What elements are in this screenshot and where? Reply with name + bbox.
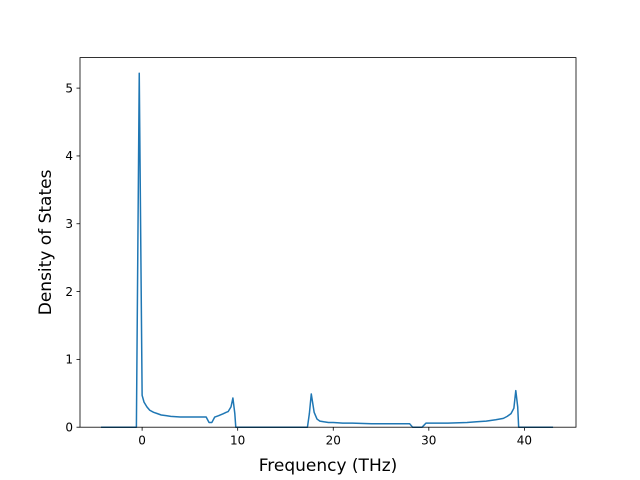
x-tick-label: 30 <box>421 434 436 448</box>
x-tick-label: 10 <box>230 434 245 448</box>
y-tick-label: 4 <box>65 149 73 163</box>
x-axis-label: Frequency (THz) <box>259 456 398 476</box>
plot-area <box>80 57 576 428</box>
y-axis-label: Density of States <box>36 169 56 315</box>
ticks-group: 0 10 20 30 40 0 1 2 3 4 5 <box>65 81 532 447</box>
x-tick-label: 40 <box>517 434 532 448</box>
y-tick-label: 0 <box>65 421 73 435</box>
x-tick-label: 20 <box>326 434 341 448</box>
y-tick-label: 3 <box>65 217 73 231</box>
plot-frame <box>79 57 577 428</box>
y-tick-label: 1 <box>65 353 73 367</box>
series-layer <box>101 72 554 428</box>
x-tick-label: 0 <box>138 434 146 448</box>
dos-series-line <box>101 72 554 428</box>
y-tick-label: 5 <box>65 81 73 95</box>
y-tick-label: 2 <box>65 285 73 299</box>
